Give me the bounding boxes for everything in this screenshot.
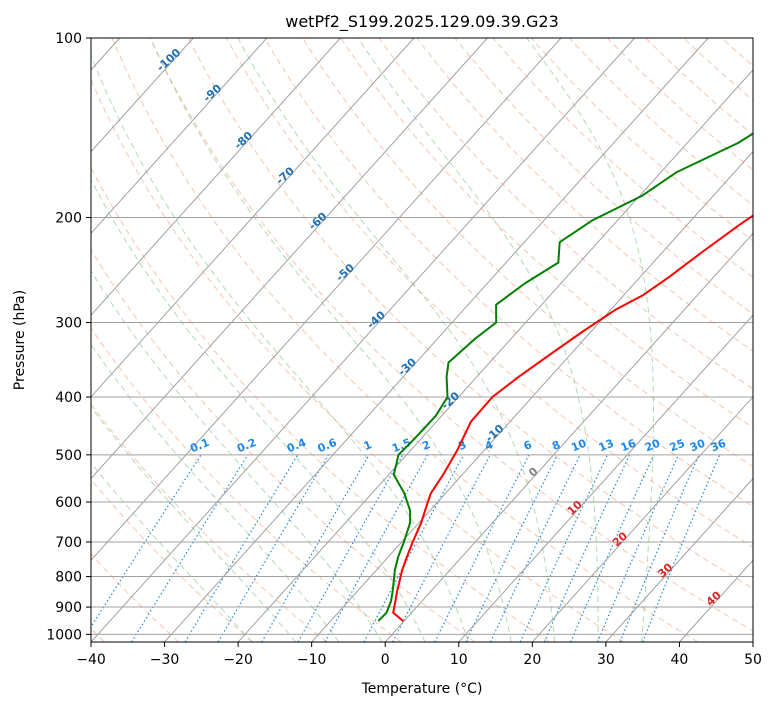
y-tick-label: 600 (55, 495, 82, 511)
mixing-ratio-line (261, 454, 370, 642)
mixing-ratio-line (184, 454, 299, 642)
x-tick-label: 20 (523, 652, 541, 668)
isotherm-line (91, 38, 488, 480)
mixing-ratio-label: 8 (550, 438, 562, 453)
mixing-ratio-line (570, 454, 655, 642)
moist-adiabat (150, 38, 512, 642)
mixing-ratio-label: 36 (709, 437, 728, 455)
x-tick-label: −20 (223, 652, 253, 668)
y-tick-label: 1000 (46, 627, 82, 643)
mixing-ratio-line (519, 454, 609, 642)
y-axis-label: Pressure (hPa) (12, 290, 28, 390)
isotherm-line (91, 38, 194, 153)
dry-adiabat (340, 38, 753, 429)
mixing-ratio-line (543, 454, 631, 642)
moist-adiabat (91, 406, 296, 642)
x-tick-label: 50 (744, 652, 762, 668)
x-tick-label: 10 (450, 652, 468, 668)
profile-series (377, 132, 753, 622)
moist-adiabat (526, 38, 654, 642)
moist-adiabat (91, 178, 426, 642)
x-tick-label: −10 (297, 652, 327, 668)
mixing-ratio-label: 2 (420, 438, 432, 453)
dry-adiabat (492, 38, 753, 278)
mixing-ratio-line (619, 454, 700, 642)
dry-adiabat (149, 38, 753, 632)
dry-adiabat (91, 403, 328, 642)
isotherm-line (384, 232, 753, 642)
mixing-ratio-line (324, 454, 429, 642)
mixing-ratio-label: 13 (597, 437, 616, 455)
mixing-ratio-line (363, 454, 465, 642)
mixing-ratio-label: 25 (668, 437, 687, 455)
y-tick-label: 900 (55, 600, 82, 616)
dry-adiabat (264, 38, 753, 508)
isotherm-line (91, 38, 562, 562)
mixing-ratio-label: 30 (688, 437, 707, 455)
dry-adiabat (568, 38, 753, 206)
moist-adiabat (91, 53, 469, 642)
mixing-ratio-line (217, 454, 330, 642)
x-tick-label: 0 (381, 652, 390, 668)
dry-adiabat (530, 38, 753, 242)
y-tick-label: 300 (55, 316, 82, 332)
moist-adiabat (91, 343, 340, 642)
axes: −40 −30 −20 −10 0 10 20 30 40 50 100 200 300 400 500 60… (46, 31, 762, 668)
mixing-ratio-label: 20 (643, 437, 662, 455)
mixing-ratio-label: 3 (456, 438, 468, 453)
x-tick-label: 30 (597, 652, 615, 668)
isotherm-line (605, 477, 753, 642)
plot-frame (90, 37, 754, 643)
y-tick-label: 100 (55, 31, 82, 47)
dry-adiabat (91, 166, 550, 642)
moist-adiabat (91, 462, 253, 642)
moist-adiabat (237, 38, 556, 642)
mixing-ratio-line (465, 454, 559, 642)
dry-adiabat (378, 38, 753, 390)
y-tick-label: 200 (55, 211, 82, 227)
moist-adiabat (357, 38, 599, 642)
dry-adiabat (91, 78, 624, 642)
mixing-ratio-label: 1 (362, 438, 374, 453)
dry-adiabat (302, 38, 753, 468)
isotherm-line (91, 38, 415, 398)
chart-title: wetPf2_S199.2025.129.09.39.G23 (285, 12, 559, 32)
mixing-ratio-line (489, 454, 581, 642)
mixing-ratio-line (597, 454, 680, 642)
isotherm-line (458, 314, 753, 642)
mixing-ratio-label: 16 (619, 437, 638, 455)
isotherm-line (91, 38, 341, 316)
background-lines (91, 38, 753, 642)
isotherm-line (531, 396, 753, 642)
isotherm-line (164, 38, 709, 642)
y-tick-label: 700 (55, 535, 82, 551)
dry-adiabat (187, 38, 753, 590)
mixing-ratio-line (642, 454, 721, 642)
isotherm-line (311, 150, 753, 642)
x-tick-label: 40 (671, 652, 689, 668)
dry-adiabat (111, 38, 699, 642)
dry-adiabat (226, 38, 753, 548)
mixing-ratio-label: 10 (569, 437, 588, 455)
x-tick-label: −30 (150, 652, 180, 668)
y-tick-label: 400 (55, 390, 82, 406)
isotherm-line (237, 69, 753, 642)
isotherm-line (91, 38, 268, 235)
y-tick-label: 500 (55, 448, 82, 464)
dewpoint-profile (377, 132, 753, 622)
dry-adiabat (91, 248, 476, 642)
moist-adiabat (91, 270, 383, 642)
temperature-profile (392, 214, 753, 622)
dry-adiabat (416, 38, 753, 352)
isotherm-line (91, 38, 635, 642)
x-axis-label: Temperature (°C) (361, 681, 483, 697)
y-tick-label: 800 (55, 570, 82, 586)
x-tick-label: −40 (76, 652, 106, 668)
